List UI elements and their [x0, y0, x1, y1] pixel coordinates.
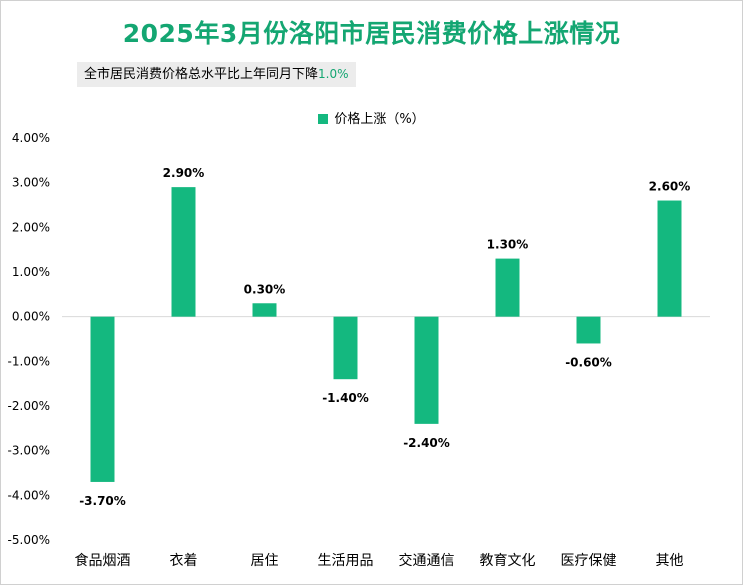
- category-label: 教育文化: [480, 553, 536, 569]
- y-tick-label: 0.00%: [12, 310, 50, 324]
- y-tick-label: -3.00%: [8, 444, 50, 458]
- bar: [414, 316, 439, 424]
- data-label: -3.70%: [79, 494, 126, 508]
- y-tick-label: 4.00%: [12, 131, 50, 145]
- y-tick-label: -2.00%: [8, 399, 50, 413]
- subtitle-box: 全市居民消费价格总水平比上年同月下降1.0%: [77, 62, 356, 87]
- y-tick-label: 2.00%: [12, 220, 50, 234]
- legend: 价格上涨（%）: [0, 108, 743, 127]
- data-label: -2.40%: [403, 436, 450, 450]
- category-label: 交通通信: [399, 552, 455, 569]
- y-tick-label: -4.00%: [8, 488, 50, 502]
- bar: [657, 200, 682, 317]
- legend-label: 价格上涨（%）: [334, 112, 425, 127]
- y-tick-label: -1.00%: [8, 354, 50, 368]
- y-tick-label: -5.00%: [8, 533, 50, 547]
- category-label: 医疗保健: [561, 553, 617, 569]
- y-tick-label: 1.00%: [12, 265, 50, 279]
- subtitle-value: 1.0%: [318, 67, 349, 81]
- bar: [576, 316, 601, 344]
- category-label: 居住: [251, 553, 279, 569]
- bar: [252, 303, 277, 317]
- subtitle-text: 全市居民消费价格总水平比上年同月下降: [84, 67, 319, 82]
- data-label: -1.40%: [322, 391, 369, 405]
- y-tick-label: 3.00%: [12, 176, 50, 190]
- data-label: 0.30%: [244, 282, 286, 296]
- bar: [495, 258, 520, 317]
- bar: [171, 187, 196, 317]
- data-label: -0.60%: [565, 355, 612, 369]
- data-label: 2.60%: [649, 180, 691, 194]
- bar: [333, 316, 358, 380]
- chart-title: 2025年3月份洛阳市居民消费价格上涨情况: [122, 19, 621, 48]
- data-label: 1.30%: [487, 238, 529, 252]
- category-label: 食品烟酒: [75, 552, 131, 569]
- legend-swatch: [318, 114, 329, 124]
- data-label: 2.90%: [163, 166, 205, 180]
- category-label: 其他: [656, 553, 684, 569]
- bar: [90, 316, 115, 482]
- category-label: 生活用品: [318, 553, 374, 569]
- category-label: 衣着: [170, 553, 198, 569]
